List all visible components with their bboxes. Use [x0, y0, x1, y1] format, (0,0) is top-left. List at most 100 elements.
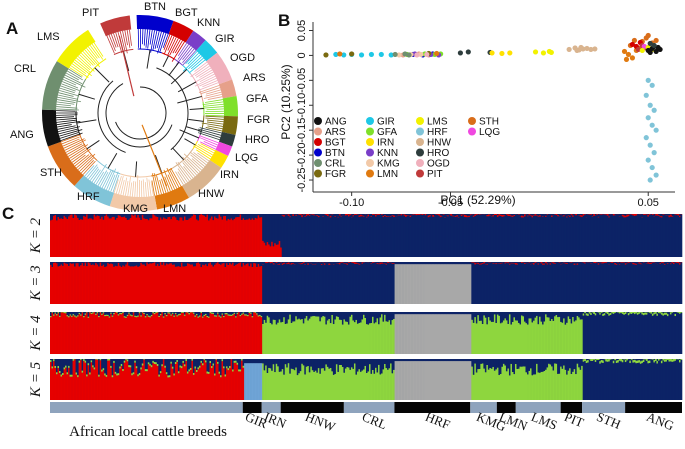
admixture-bar-segment — [483, 214, 486, 257]
admixture-bar-segment — [180, 359, 183, 367]
admixture-bar-segment — [123, 216, 126, 257]
admixture-bar-segment — [429, 361, 432, 400]
admixture-bar-segment — [296, 312, 299, 320]
admixture-bar-segment — [567, 312, 570, 317]
admixture-bar-segment — [671, 359, 674, 362]
admixture-bar-segment — [439, 262, 442, 265]
admixture-bar-segment — [534, 214, 537, 216]
admixture-bar-segment — [220, 317, 222, 354]
admixture-bar-segment — [557, 312, 559, 318]
admixture-bar-segment — [299, 264, 302, 304]
pca-y-tick-label: -0.05 — [296, 68, 308, 93]
admixture-bar-segment — [221, 214, 224, 220]
admixture-bar-segment — [415, 264, 418, 304]
admixture-bar-segment — [146, 369, 149, 372]
admixture-bar-segment — [107, 214, 109, 217]
admixture-bar-segment — [656, 214, 659, 216]
admixture-bar-segment — [158, 265, 161, 304]
admixture-bar-segment — [128, 265, 131, 304]
admixture-bar-segment — [460, 262, 463, 265]
admixture-bar-segment — [167, 214, 170, 218]
admixture-bar-segment — [490, 312, 493, 322]
admixture-bar-segment — [104, 214, 106, 216]
admixture-bar-segment — [214, 375, 216, 400]
admixture-bar-segment — [524, 359, 526, 367]
admixture-bar-segment — [546, 214, 549, 257]
admixture-bar-segment — [477, 315, 480, 354]
admixture-bar-segment — [286, 312, 289, 324]
leaf-branch-lms — [86, 48, 100, 64]
admixture-bar-segment — [256, 314, 258, 354]
admixture-bar-segment — [177, 371, 180, 374]
admixture-bar-segment — [656, 264, 659, 304]
admixture-bar-segment — [456, 314, 459, 354]
admixture-bar-segment — [666, 263, 669, 304]
admixture-bar-segment — [144, 316, 147, 318]
admixture-bar-segment — [93, 214, 96, 257]
admixture-bar-segment — [671, 262, 674, 304]
admixture-bar-segment — [195, 359, 198, 370]
admixture-bar-segment — [376, 262, 379, 264]
admixture-bar-segment — [564, 262, 567, 264]
legend-label-ogd: OGD — [427, 159, 450, 170]
admixture-bar-segment — [543, 214, 546, 257]
admixture-bar-segment — [334, 216, 337, 257]
admixture-bar-segment — [107, 312, 109, 315]
admixture-bar-segment — [164, 359, 167, 366]
admixture-bar-segment — [402, 359, 404, 362]
admixture-bar-segment — [286, 367, 289, 400]
admixture-bar-segment — [603, 315, 606, 354]
admixture-bar-segment — [524, 312, 526, 322]
admixture-bar-segment — [356, 214, 359, 257]
admixture-bar-segment — [466, 361, 469, 400]
tree-branch-lmn — [141, 124, 168, 187]
admixture-bar-segment — [110, 312, 112, 314]
admixture-bar-segment — [329, 359, 332, 368]
leaf-branch-lmn — [160, 178, 167, 194]
admixture-bar-segment — [525, 372, 528, 400]
admixture-bar-segment — [665, 359, 668, 362]
admixture-bar-segment — [131, 266, 134, 304]
admixture-bar-segment — [493, 359, 496, 371]
leaf-branch-sth — [77, 153, 96, 170]
leaf-branch-btn — [157, 32, 165, 54]
admixture-bar-segment — [89, 359, 91, 373]
admixture-bar-segment — [486, 264, 489, 304]
admixture-bar-segment — [134, 315, 137, 317]
admixture-bar-segment — [218, 214, 221, 257]
admixture-bar-segment — [474, 216, 477, 257]
admixture-bar-segment — [116, 373, 119, 376]
admixture-bar-segment — [334, 373, 337, 400]
admixture-bar-segment — [65, 263, 67, 304]
clade-stem-btn — [146, 49, 151, 69]
admixture-bar-segment — [499, 263, 502, 304]
leaf-branch-lms — [84, 49, 101, 68]
admixture-bar-segment — [206, 214, 209, 257]
admixture-bar-segment — [308, 215, 311, 217]
admixture-bar-segment — [344, 359, 347, 369]
admixture-bar-segment — [539, 372, 541, 400]
admixture-bar-segment — [453, 361, 456, 400]
admixture-bar-segment — [92, 359, 94, 366]
breed-label-african: African local cattle breeds — [69, 424, 227, 440]
admixture-bar-segment — [227, 264, 230, 304]
admixture-bar-segment — [299, 263, 302, 265]
admixture-bar-segment — [281, 263, 284, 265]
leaf-branch-crl — [56, 106, 78, 109]
clade-band-lms — [56, 29, 96, 69]
admixture-bar-segment — [125, 312, 128, 317]
admixture-bar-segment — [168, 216, 171, 257]
leaf-branch-knn — [182, 47, 193, 61]
admixture-bar-segment — [366, 217, 368, 257]
admixture-bar-segment — [259, 316, 261, 354]
admixture-bar-segment — [337, 217, 340, 257]
admixture-bar-segment — [677, 312, 680, 313]
admixture-bar-segment — [180, 214, 183, 218]
admixture-bar-segment — [369, 359, 371, 365]
admixture-bar-segment — [408, 314, 410, 354]
admixture-bar-segment — [474, 262, 477, 265]
admixture-bar-segment — [444, 264, 447, 304]
admixture-bar-segment — [514, 312, 517, 321]
admixture-bar-segment — [244, 262, 246, 266]
admixture-bar-segment — [203, 359, 206, 400]
